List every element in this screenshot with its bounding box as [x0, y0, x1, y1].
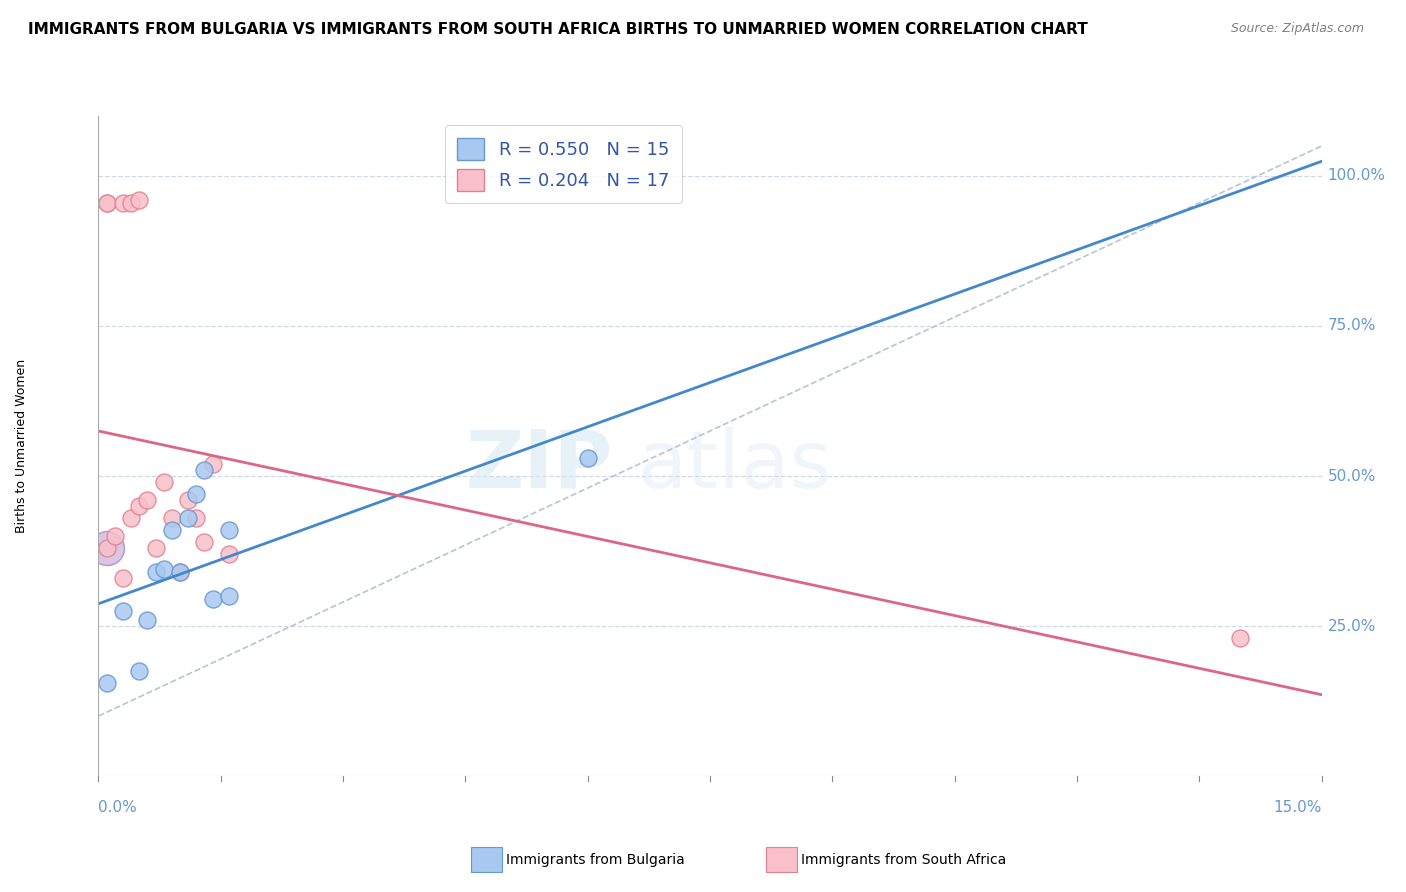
Text: Source: ZipAtlas.com: Source: ZipAtlas.com: [1230, 22, 1364, 36]
Text: 0.0%: 0.0%: [98, 800, 138, 815]
Point: [128, 193, 150, 207]
Point: [111, 196, 134, 211]
Point: [177, 511, 200, 525]
Point: [111, 571, 134, 585]
Point: [152, 475, 174, 489]
Point: [218, 547, 240, 561]
Point: [218, 589, 240, 603]
Text: IMMIGRANTS FROM BULGARIA VS IMMIGRANTS FROM SOUTH AFRICA BIRTHS TO UNMARRIED WOM: IMMIGRANTS FROM BULGARIA VS IMMIGRANTS F…: [28, 22, 1088, 37]
Point: [193, 535, 215, 549]
Point: [186, 487, 208, 501]
Point: [169, 565, 191, 579]
Point: [1229, 631, 1251, 645]
Point: [120, 196, 142, 211]
Point: [128, 499, 150, 513]
Point: [218, 523, 240, 537]
Point: [160, 523, 183, 537]
Point: [104, 529, 127, 543]
Point: [193, 463, 215, 477]
Point: [160, 511, 183, 525]
Point: [96, 676, 118, 690]
Point: [145, 541, 167, 555]
Text: 15.0%: 15.0%: [1274, 800, 1322, 815]
Point: [145, 565, 167, 579]
Point: [128, 664, 150, 678]
Point: [111, 604, 134, 618]
Point: [576, 450, 599, 465]
Point: [201, 592, 224, 607]
Text: 75.0%: 75.0%: [1327, 318, 1376, 334]
Text: 100.0%: 100.0%: [1327, 169, 1386, 184]
Text: atlas: atlas: [637, 426, 831, 505]
Point: [96, 541, 118, 555]
Point: [152, 562, 174, 576]
Text: Immigrants from South Africa: Immigrants from South Africa: [801, 853, 1007, 867]
Point: [177, 493, 200, 508]
Point: [96, 196, 118, 211]
Point: [169, 565, 191, 579]
Text: 50.0%: 50.0%: [1327, 468, 1376, 483]
Point: [120, 511, 142, 525]
Point: [96, 541, 118, 555]
Legend: R = 0.550   N = 15, R = 0.204   N = 17: R = 0.550 N = 15, R = 0.204 N = 17: [444, 125, 682, 203]
Point: [96, 196, 118, 211]
Text: Births to Unmarried Women: Births to Unmarried Women: [14, 359, 28, 533]
Point: [136, 613, 159, 627]
Point: [136, 493, 159, 508]
Text: ZIP: ZIP: [465, 426, 612, 505]
Point: [186, 511, 208, 525]
Text: Immigrants from Bulgaria: Immigrants from Bulgaria: [506, 853, 685, 867]
Text: 25.0%: 25.0%: [1327, 618, 1376, 633]
Point: [201, 457, 224, 471]
